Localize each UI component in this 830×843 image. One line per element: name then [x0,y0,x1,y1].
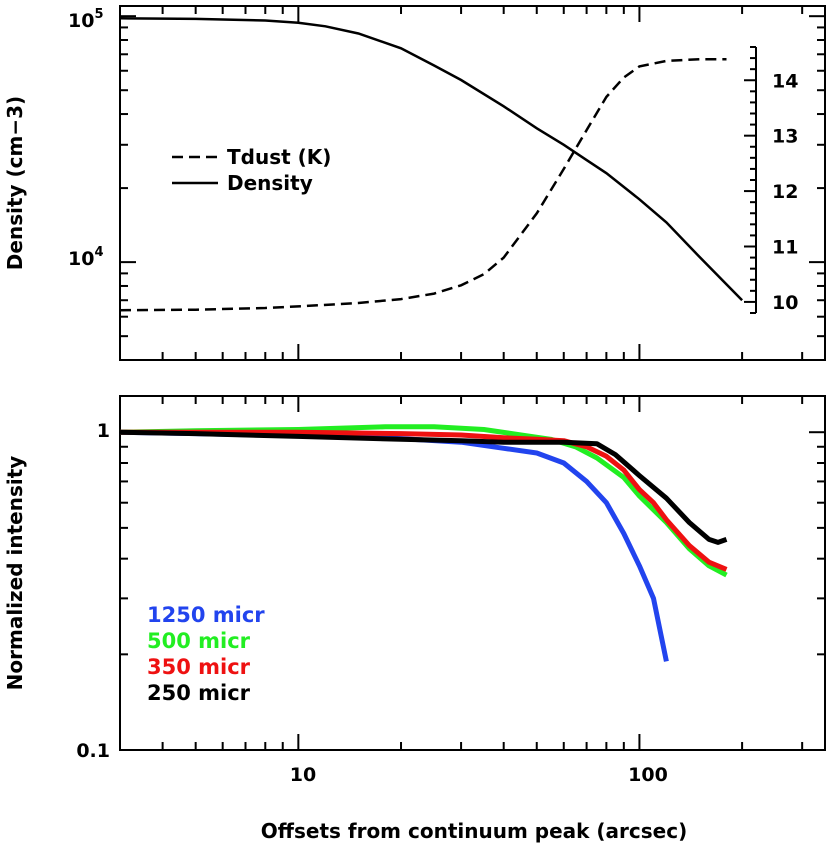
wavelength-legend: 1250 micr 500 micr 350 micr 250 micr [147,603,265,705]
top-ylabel: Density (cm−3) [3,96,27,270]
bottom-series-lines [119,424,728,662]
top-plot-frame [119,5,826,361]
temperature-tick-label: 11 [772,237,798,259]
bottom-plot-frame [119,395,826,751]
top-legend: Tdust (K) Density [172,145,331,195]
top-axis-ticks [119,6,825,361]
temperature-tick-label: 12 [772,181,798,203]
legend-label-tdust: Tdust (K) [227,145,331,169]
series-1250-micr [119,429,669,662]
density-line [119,17,743,302]
series-350-micr [120,429,728,572]
bottom-axis-ticks [119,396,825,751]
xtick-label-100: 100 [628,764,668,786]
normalized-intensity-panel: 1 0.1 10 100 Normalized intensity Offset… [3,395,826,843]
legend-label-500: 500 micr [147,629,251,653]
xtick-label-10: 10 [290,764,316,786]
temperature-tick-label: 10 [772,292,798,314]
legend-label-density: Density [227,171,313,195]
series-250-micr [119,429,728,545]
density-temperature-panel: 10 11 12 13 14 104 105 Density (cm−3) Tdust … [3,5,826,361]
bottom-ylabel: Normalized intensity [3,456,27,691]
temperature-tick-label: 14 [772,70,798,92]
temperature-axis: 10 11 12 13 14 [744,46,798,314]
ytick-label-1e5: 105 [68,7,104,32]
ytick-label-1: 1 [97,420,110,442]
legend-label-250: 250 micr [147,681,251,705]
tdust-line [119,57,727,312]
legend-label-350: 350 micr [147,655,251,679]
ytick-label-1e4: 104 [68,245,104,270]
temperature-tick-label: 13 [772,126,798,148]
top-series-lines [119,17,743,312]
xlabel: Offsets from continuum peak (arcsec) [261,819,687,843]
legend-label-1250: 1250 micr [147,603,265,627]
ytick-label-0.1: 0.1 [76,740,110,762]
